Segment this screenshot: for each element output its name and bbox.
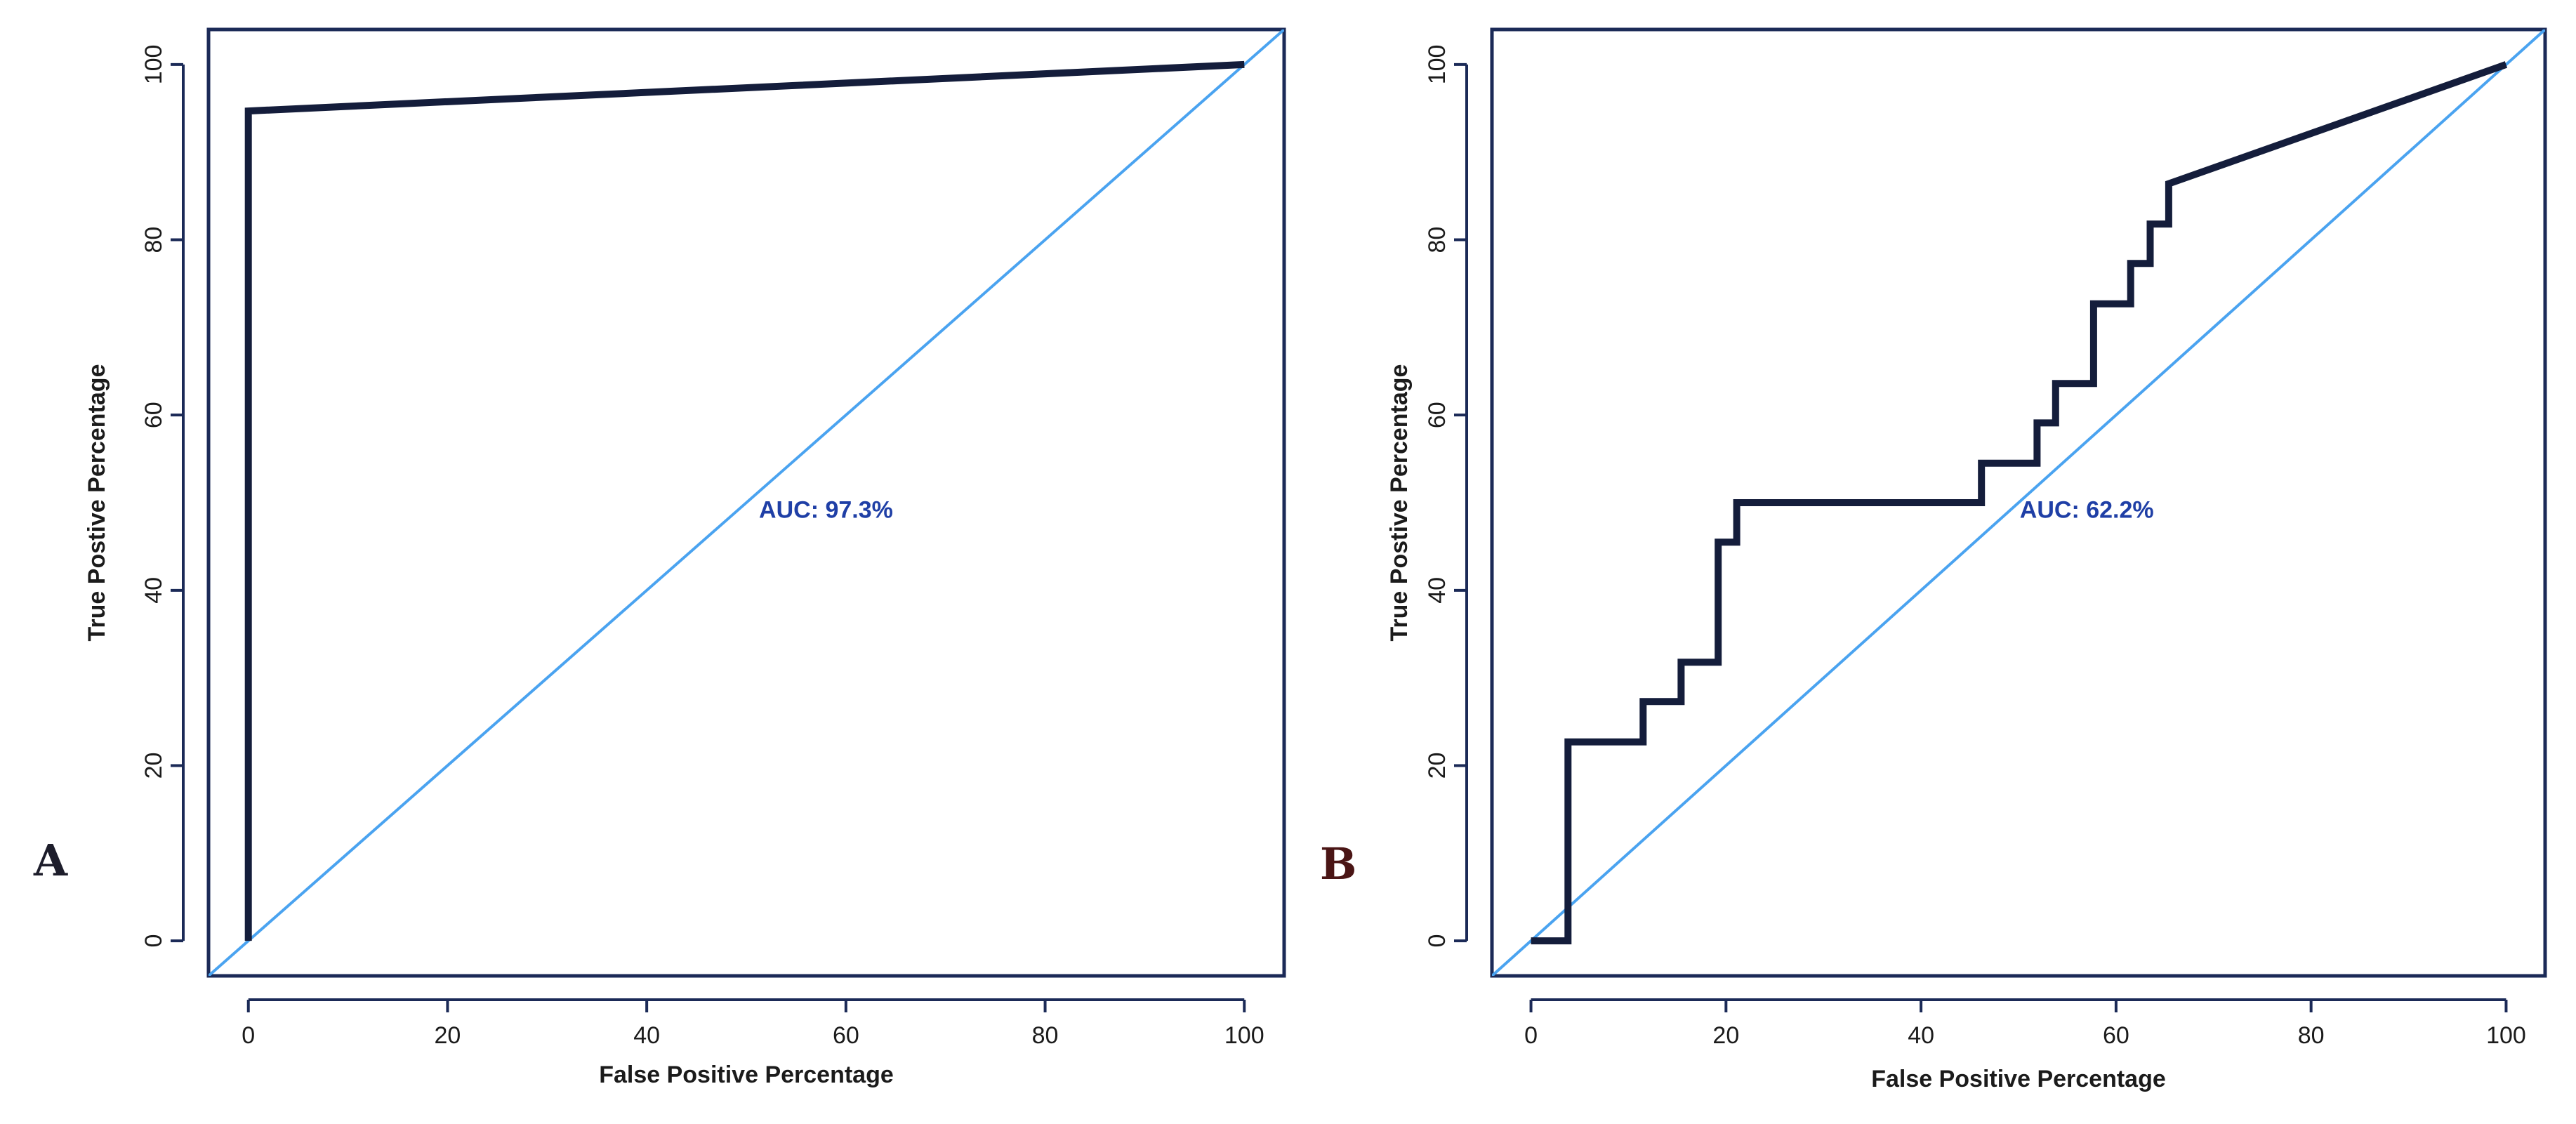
x-tick-label: 0 <box>242 1022 255 1049</box>
plot-frame <box>206 27 1286 978</box>
y-tick-label: 80 <box>140 227 167 253</box>
x-tick-label: 40 <box>633 1022 660 1049</box>
y-tick-label: 60 <box>1424 402 1451 428</box>
panel-label: B <box>1320 838 1356 890</box>
y-axis-title: True Postive Percentage <box>84 364 110 642</box>
x-axis-title: False Positive Percentage <box>599 1062 894 1088</box>
x-tick-label: 60 <box>2103 1022 2129 1049</box>
x-tick-label: 60 <box>833 1022 859 1049</box>
y-tick-label: 20 <box>1424 753 1451 779</box>
x-tick-label: 40 <box>1908 1022 1934 1049</box>
y-tick-label: 80 <box>1424 227 1451 253</box>
y-tick-label: 20 <box>140 753 167 779</box>
panel-a-roc-chart: 0 20 40 60 80 100 0 20 40 60 80 100 False Positive P… <box>33 27 1286 1088</box>
panel-b-roc-chart: 0 20 40 60 80 100 0 20 40 60 80 100 False Positive P… <box>1320 27 2547 1092</box>
plot-frame <box>1490 27 2547 978</box>
x-tick-label: 100 <box>1224 1022 1264 1049</box>
y-axis-title: True Postive Percentage <box>1386 364 1413 642</box>
x-tick-label: 100 <box>2486 1022 2526 1049</box>
x-tick-label: 20 <box>435 1022 461 1049</box>
y-tick-label: 0 <box>1424 934 1451 948</box>
x-tick-label: 80 <box>1032 1022 1059 1049</box>
y-tick-label: 100 <box>1424 45 1451 85</box>
x-tick-label: 20 <box>1712 1022 1739 1049</box>
x-tick-label: 0 <box>1524 1022 1538 1049</box>
panel-label: A <box>33 835 68 886</box>
y-tick-label: 40 <box>1424 577 1451 604</box>
auc-annotation: AUC: 97.3% <box>759 496 893 523</box>
y-tick-label: 60 <box>140 402 167 428</box>
y-tick-label: 100 <box>140 45 167 85</box>
x-axis-title: False Positive Percentage <box>1871 1066 2166 1092</box>
reference-diagonal-line <box>209 29 1284 976</box>
auc-annotation: AUC: 62.2% <box>2020 496 2154 523</box>
y-tick-label: 40 <box>140 577 167 604</box>
x-tick-label: 80 <box>2298 1022 2325 1049</box>
reference-diagonal-line <box>1492 29 2545 976</box>
y-tick-label: 0 <box>140 934 167 948</box>
roc-curve-line <box>1531 61 2508 945</box>
roc-curve-line <box>244 60 1245 941</box>
